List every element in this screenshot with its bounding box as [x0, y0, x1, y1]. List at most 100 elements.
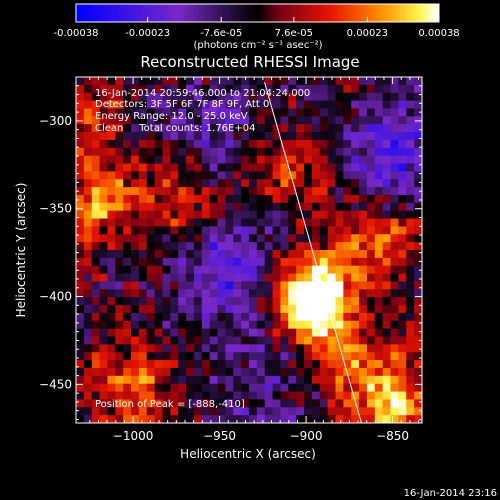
heatmap-cell — [115, 273, 124, 282]
heatmap-cell — [91, 194, 100, 204]
heatmap-cell — [256, 187, 266, 196]
heatmap-cell — [178, 312, 187, 322]
heatmap-cell — [280, 415, 289, 424]
heatmap-cell — [146, 352, 156, 361]
heatmap-cell — [256, 312, 266, 322]
heatmap-cell — [146, 171, 156, 180]
heatmap-cell — [178, 289, 187, 298]
heatmap-cell — [374, 132, 384, 141]
heatmap-cell — [351, 399, 360, 408]
heatmap-cell — [123, 100, 132, 109]
heatmap-cell — [319, 124, 329, 133]
heatmap-cell — [335, 273, 344, 282]
heatmap-cell — [406, 77, 415, 86]
heatmap-cell — [76, 234, 85, 243]
heatmap-cell — [154, 250, 163, 259]
heatmap-cell — [76, 100, 85, 109]
heatmap-cell — [209, 139, 218, 149]
heatmap-cell — [131, 250, 140, 259]
heatmap-cell — [217, 226, 226, 235]
heatmap-cell — [186, 179, 195, 188]
heatmap-cell — [256, 383, 266, 392]
heatmap-cell — [319, 202, 329, 212]
heatmap-cell — [288, 171, 297, 180]
heatmap-cell — [296, 297, 305, 306]
heatmap-cell — [209, 147, 218, 157]
heatmap-cell — [406, 344, 415, 353]
heatmap-cell — [256, 265, 266, 274]
heatmap-cell — [193, 297, 203, 306]
heatmap-cell — [146, 250, 156, 259]
heatmap-cell — [256, 171, 266, 180]
heatmap-cell — [382, 77, 391, 86]
heatmap-cell — [83, 289, 93, 298]
heatmap-cell — [241, 344, 250, 353]
heatmap-cell — [186, 242, 195, 251]
heatmap-cell — [374, 273, 384, 282]
heatmap-cell — [170, 100, 179, 109]
heatmap-cell — [162, 77, 171, 86]
heatmap-cell — [76, 132, 85, 141]
heatmap-cell — [83, 312, 93, 322]
y-tick-label: −350 — [39, 202, 72, 216]
heatmap-cell — [264, 171, 273, 180]
heatmap-cell — [249, 336, 258, 345]
heatmap-cell — [335, 360, 344, 369]
heatmap-cell — [115, 242, 124, 251]
heatmap-cell — [162, 124, 171, 133]
heatmap-cell — [193, 84, 203, 94]
heatmap-cell — [288, 77, 297, 86]
heatmap-cell — [406, 273, 415, 282]
heatmap-cell — [311, 399, 321, 408]
colorbar-swatch — [394, 4, 398, 22]
heatmap-cell — [296, 415, 305, 424]
heatmap-cell — [351, 108, 360, 117]
heatmap-cell — [186, 84, 195, 94]
colorbar-swatch — [403, 4, 407, 22]
heatmap-cell — [406, 194, 415, 204]
heatmap-cell — [296, 116, 305, 125]
heatmap-cell — [107, 320, 116, 330]
heatmap-cell — [366, 77, 376, 86]
heatmap-cell — [170, 328, 179, 337]
heatmap-cell — [225, 273, 234, 282]
heatmap-cell — [382, 297, 391, 306]
heatmap-cell — [154, 336, 163, 345]
heatmap-cell — [178, 281, 187, 290]
heatmap-cell — [319, 210, 329, 219]
heatmap-cell — [99, 312, 108, 322]
heatmap-cell — [272, 163, 281, 172]
heatmap-cell — [217, 108, 226, 117]
heatmap-cell — [201, 132, 211, 141]
heatmap-cell — [280, 132, 289, 141]
heatmap-cell — [76, 265, 85, 274]
heatmap-cell — [327, 257, 336, 267]
heatmap-cell — [256, 234, 266, 243]
heatmap-cell — [186, 273, 195, 282]
heatmap-cell — [201, 297, 211, 306]
heatmap-cell — [304, 226, 313, 235]
heatmap-cell — [241, 289, 250, 298]
heatmap-cell — [154, 375, 163, 385]
heatmap-cell — [280, 124, 289, 133]
heatmap-cell — [107, 132, 116, 141]
heatmap-cell — [146, 297, 156, 306]
heatmap-cell — [146, 124, 156, 133]
heatmap-cell — [233, 147, 242, 157]
heatmap-cell — [272, 187, 281, 196]
heatmap-cell — [406, 124, 415, 133]
heatmap-cell — [178, 242, 187, 251]
heatmap-cell — [76, 179, 85, 188]
heatmap-cell — [209, 305, 218, 314]
heatmap-cell — [178, 234, 187, 243]
heatmap-cell — [398, 234, 407, 243]
heatmap-cell — [288, 289, 297, 298]
heatmap-cell — [296, 273, 305, 282]
heatmap-cell — [390, 289, 399, 298]
heatmap-cell — [327, 202, 336, 212]
heatmap-cell — [366, 171, 376, 180]
heatmap-cell — [186, 305, 195, 314]
heatmap-cell — [138, 257, 148, 267]
heatmap-cell — [76, 218, 85, 227]
heatmap-cell — [414, 312, 423, 322]
